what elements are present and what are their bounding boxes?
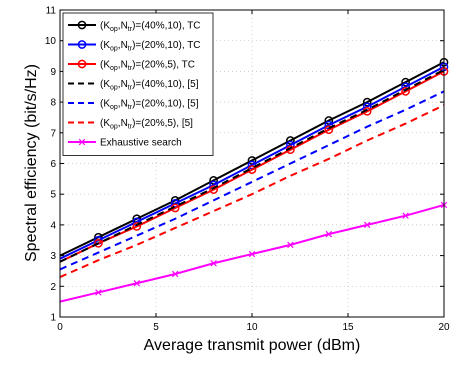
series-2-point-7 xyxy=(324,125,334,135)
series-line-1 xyxy=(59,65,445,260)
series-5 xyxy=(59,104,445,279)
legend-label-0: (Kop,Ntr)=(40%,10), TC xyxy=(100,21,201,34)
y-tick-label-8: 9 xyxy=(50,67,56,78)
series-line-2 xyxy=(59,70,445,263)
x-axis-title: Average transmit power (dBm) xyxy=(144,337,361,354)
series-0 xyxy=(59,57,449,257)
ticks: 0 5 10 15 20 1 2 3 4 5 6 7 8 9 10 11 xyxy=(45,6,450,334)
series-2 xyxy=(59,67,449,263)
series-6-point-7 xyxy=(325,230,333,238)
legend-marker-0 xyxy=(77,20,87,30)
series-4 xyxy=(59,90,445,271)
x-tick-label-0: 0 xyxy=(57,322,63,333)
x-tick-label-3: 15 xyxy=(342,322,354,333)
legend-item-1: (Kop,Ntr)=(20%,10), TC xyxy=(68,40,201,53)
legend-label-3: (Kop,Ntr)=(40%,10), [5] xyxy=(100,79,199,92)
series-line-4 xyxy=(59,90,445,271)
legend-item-0: (Kop,Ntr)=(40%,10), TC xyxy=(68,20,201,34)
series-6-point-9 xyxy=(402,212,409,219)
legend-marker-1 xyxy=(77,40,87,49)
legend-label-4: (Kop,Ntr)=(20%,10), [5] xyxy=(100,99,199,112)
x-tick-label-4: 20 xyxy=(438,322,450,333)
series-6-point-6 xyxy=(287,241,294,249)
y-tick-label-3: 4 xyxy=(50,220,56,231)
y-tick-label-2: 3 xyxy=(50,251,56,262)
series-6-point-3 xyxy=(171,270,179,278)
y-tick-label-9: 10 xyxy=(45,36,57,47)
x-tick-label-2: 10 xyxy=(246,322,258,333)
legend-item-2: (Kop,Ntr)=(20%,5), TC xyxy=(68,59,195,73)
x-tick-label-1: 5 xyxy=(153,322,159,333)
y-tick-label-10: 11 xyxy=(46,6,57,17)
legend-item-6: Exhaustive search xyxy=(68,138,182,149)
y-tick-label-7: 8 xyxy=(50,98,56,109)
series-6-point-2 xyxy=(133,280,141,287)
series-group xyxy=(59,57,449,303)
y-tick-label-6: 7 xyxy=(50,128,56,139)
legend-label-5: (Kop,Ntr)=(20%,5), [5] xyxy=(100,118,193,131)
series-2-point-4 xyxy=(209,185,218,194)
legend-item-4: (Kop,Ntr)=(20%,10), [5] xyxy=(68,99,199,112)
legend-marker-6 xyxy=(78,138,86,146)
y-axis-title: Spectral efficiency (bit/s/Hz) xyxy=(23,64,40,262)
legend-label-6: Exhaustive search xyxy=(100,138,182,149)
series-6-point-1 xyxy=(95,289,102,296)
series-2-point-2 xyxy=(132,222,142,231)
legend-label-2: (Kop,Ntr)=(20%,5), TC xyxy=(100,60,195,73)
legend-item-3: (Kop,Ntr)=(40%,10), [5] xyxy=(68,79,199,92)
y-tick-label-0: 1 xyxy=(50,313,56,324)
series-6-point-8 xyxy=(363,221,371,229)
y-tick-label-5: 6 xyxy=(50,159,56,170)
legend-label-1: (Kop,Ntr)=(20%,10), TC xyxy=(100,40,201,53)
series-line-5 xyxy=(59,104,445,279)
legend-item-5: (Kop,Ntr)=(20%,5), [5] xyxy=(68,118,193,131)
series-6-point-4 xyxy=(210,260,217,267)
legend: (Kop,Ntr)=(40%,10), TC (Kop,Ntr)=(20%,10)… xyxy=(62,12,214,156)
series-line-0 xyxy=(59,61,445,257)
series-6 xyxy=(59,201,448,303)
series-6-point-5 xyxy=(248,250,256,258)
series-2-point-1 xyxy=(94,238,103,248)
series-2-point-9 xyxy=(401,87,410,96)
y-tick-label-1: 2 xyxy=(50,282,56,293)
y-tick-label-4: 5 xyxy=(50,190,56,201)
legend-marker-2 xyxy=(77,59,87,69)
